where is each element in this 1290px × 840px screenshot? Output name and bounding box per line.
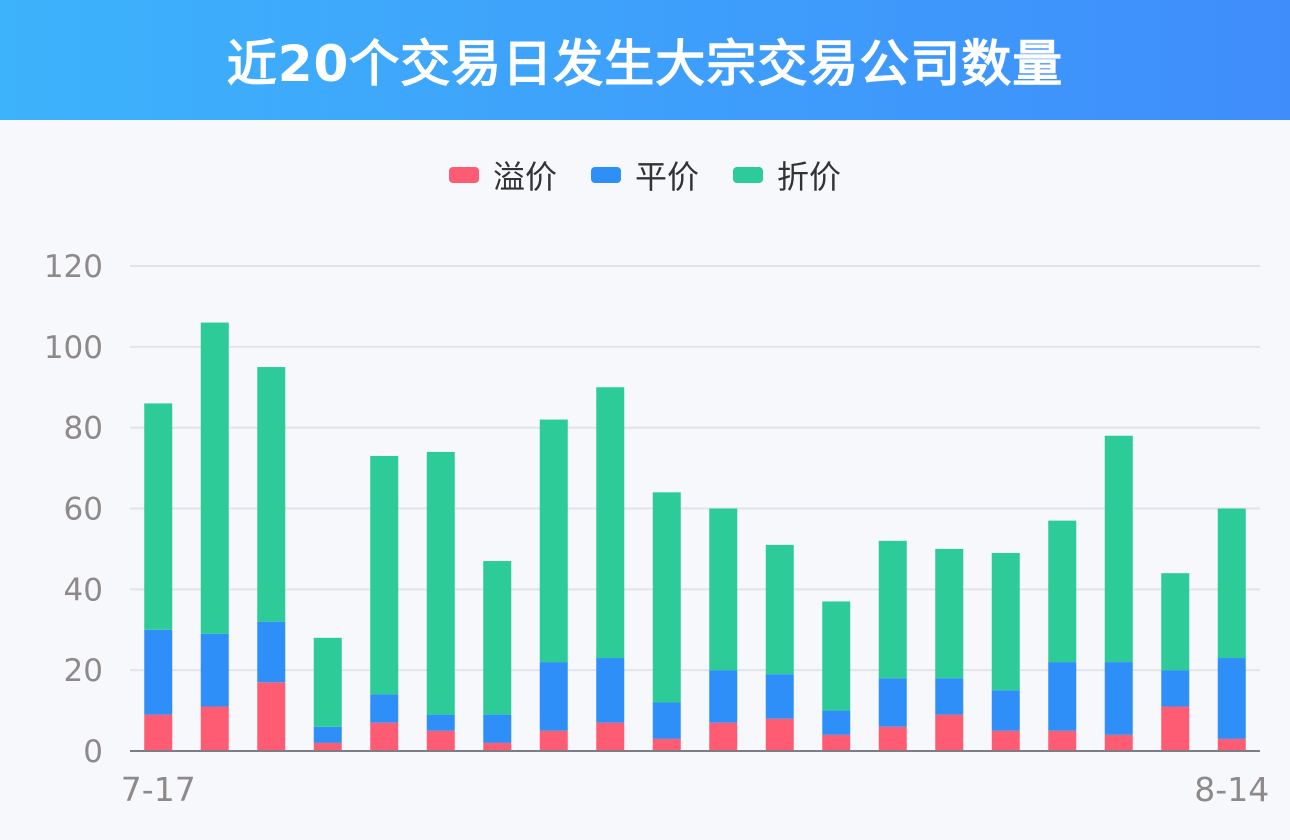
y-tick-label: 0 bbox=[83, 734, 103, 770]
bar-segment-par bbox=[370, 694, 399, 723]
bar-segment-par bbox=[596, 658, 625, 723]
bar-segment-premium bbox=[257, 682, 286, 751]
bar-segment-premium bbox=[991, 730, 1020, 751]
bar-segment-par bbox=[144, 629, 173, 715]
bar-segment-discount bbox=[935, 548, 964, 679]
chart-header: 近20个交易日发生大宗交易公司数量 bbox=[0, 0, 1290, 120]
bar-segment-discount bbox=[370, 455, 399, 695]
bar-segment-discount bbox=[878, 540, 907, 679]
bar-segment-par bbox=[991, 690, 1020, 731]
bar-segment-par bbox=[483, 714, 512, 743]
legend-swatch-premium bbox=[448, 167, 479, 183]
bar-segment-discount bbox=[483, 561, 512, 715]
bar-segment-premium bbox=[878, 726, 907, 751]
bar-segment-discount bbox=[1217, 508, 1246, 659]
bar-segment-par bbox=[765, 674, 794, 719]
legend-swatch-discount bbox=[733, 167, 763, 183]
bar-segment-par bbox=[1217, 658, 1246, 739]
bar-segment-premium bbox=[1161, 706, 1190, 751]
bar-segment-discount bbox=[144, 403, 173, 630]
bar-segment-discount bbox=[652, 492, 681, 703]
bar-segment-premium bbox=[426, 730, 455, 751]
bar-segment-par bbox=[313, 726, 342, 743]
legend-label-discount: 折价 bbox=[777, 158, 842, 196]
bar-segment-premium bbox=[935, 714, 964, 751]
legend-item-premium[interactable]: 溢价 bbox=[448, 152, 557, 198]
bar-segment-premium bbox=[370, 722, 399, 751]
bar-segment-discount bbox=[1161, 573, 1190, 671]
bar-segment-par bbox=[539, 662, 568, 731]
bar-segment-par bbox=[652, 702, 681, 739]
bar-segment-premium bbox=[1104, 734, 1133, 751]
bar-segment-discount bbox=[313, 637, 342, 727]
bar-segment-discount bbox=[709, 508, 738, 671]
bar-segment-discount bbox=[822, 601, 851, 711]
legend-swatch-par bbox=[590, 167, 621, 183]
bar-segment-premium bbox=[596, 722, 625, 751]
bar-segment-discount bbox=[200, 322, 229, 634]
bar-segment-par bbox=[822, 710, 851, 735]
chart-legend: 溢价 平价 折价 bbox=[0, 152, 1290, 198]
bar-segment-premium bbox=[765, 718, 794, 751]
bar-segment-premium bbox=[539, 730, 568, 751]
bar-segment-discount bbox=[596, 387, 625, 659]
x-tick-label-first: 7-17 bbox=[121, 770, 196, 809]
bar-segment-premium bbox=[652, 738, 681, 751]
bar-segment-discount bbox=[257, 367, 286, 622]
bar-segment-par bbox=[1104, 662, 1133, 735]
bar-segment-premium bbox=[200, 706, 229, 751]
bars bbox=[144, 322, 1246, 751]
bar-segment-par bbox=[1161, 670, 1190, 707]
axes: 0 20 40 60 80 100 120 7-17 8-14 bbox=[44, 249, 1269, 809]
bar-segment-par bbox=[426, 714, 455, 731]
y-tick-label: 60 bbox=[64, 492, 103, 528]
bar-segment-discount bbox=[539, 419, 568, 663]
bar-segment-discount bbox=[426, 451, 455, 715]
y-tick-label: 100 bbox=[44, 330, 103, 366]
bar-segment-par bbox=[257, 621, 286, 683]
y-tick-label: 80 bbox=[64, 411, 103, 447]
bar-segment-par bbox=[935, 678, 964, 715]
bar-segment-premium bbox=[822, 734, 851, 751]
grid-lines bbox=[130, 265, 1260, 672]
legend-label-par: 平价 bbox=[634, 158, 699, 196]
bar-segment-discount bbox=[1048, 520, 1077, 663]
legend-label-premium: 溢价 bbox=[492, 158, 557, 196]
bar-segment-premium bbox=[483, 742, 512, 751]
chart-title: 近20个交易日发生大宗交易公司数量 bbox=[226, 35, 1064, 93]
bar-segment-premium bbox=[709, 722, 738, 751]
x-tick-label-last: 8-14 bbox=[1194, 770, 1269, 809]
bar-segment-premium bbox=[144, 714, 173, 751]
bar-segment-premium bbox=[1217, 738, 1246, 751]
bar-segment-par bbox=[878, 678, 907, 727]
legend-item-par[interactable]: 平价 bbox=[590, 152, 699, 198]
legend-item-discount[interactable]: 折价 bbox=[733, 152, 841, 198]
bar-segment-discount bbox=[765, 544, 794, 675]
bar-segment-discount bbox=[991, 552, 1020, 691]
bar-segment-par bbox=[709, 670, 738, 723]
y-tick-label: 20 bbox=[64, 653, 103, 689]
bar-segment-par bbox=[200, 633, 229, 707]
bar-segment-par bbox=[1048, 662, 1077, 731]
y-tick-label: 40 bbox=[64, 572, 103, 608]
bar-segment-premium bbox=[313, 742, 342, 751]
bar-segment-premium bbox=[1048, 730, 1077, 751]
y-tick-label: 120 bbox=[44, 249, 103, 285]
bar-segment-discount bbox=[1104, 435, 1133, 663]
